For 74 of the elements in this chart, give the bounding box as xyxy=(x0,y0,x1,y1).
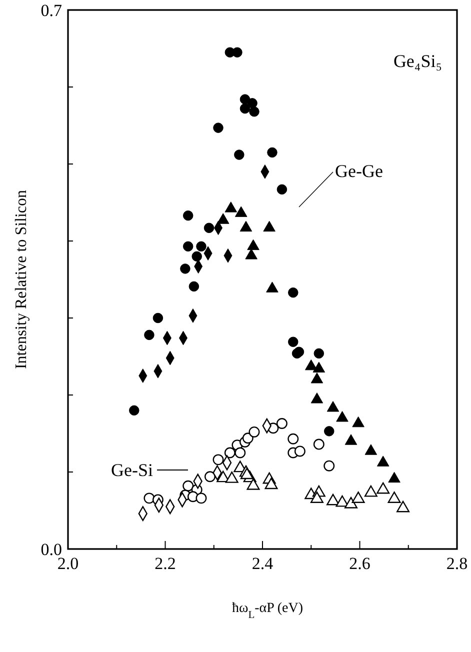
point xyxy=(288,433,299,444)
point xyxy=(213,122,224,133)
point xyxy=(376,456,390,466)
point xyxy=(192,251,202,262)
x-axis-title: ħω$_{L}$-αP (eV) xyxy=(232,601,304,620)
y-tick-label: 0.7 xyxy=(40,0,62,20)
point xyxy=(224,447,236,458)
point xyxy=(344,496,358,508)
point xyxy=(276,184,288,195)
point xyxy=(144,330,154,340)
point xyxy=(310,372,324,384)
point xyxy=(180,264,190,274)
point xyxy=(310,492,324,503)
point xyxy=(204,222,214,234)
x-tick-label: 2.2 xyxy=(154,554,176,573)
point xyxy=(196,241,206,252)
point xyxy=(204,471,216,482)
point xyxy=(234,150,244,160)
point xyxy=(352,492,365,503)
point xyxy=(288,287,298,298)
point xyxy=(313,438,324,450)
point xyxy=(152,312,164,324)
point xyxy=(245,248,258,260)
x-tick-label: 2.4 xyxy=(252,554,274,573)
point xyxy=(352,416,364,428)
point xyxy=(314,348,324,359)
point xyxy=(234,447,246,458)
point xyxy=(264,478,278,490)
point xyxy=(249,106,260,117)
point xyxy=(248,426,260,438)
point xyxy=(196,492,207,504)
point xyxy=(225,472,238,483)
annotation: Ge-Si xyxy=(111,460,153,480)
point xyxy=(267,147,278,158)
point xyxy=(247,239,260,250)
point xyxy=(388,472,400,483)
point xyxy=(266,282,278,292)
point xyxy=(246,478,260,490)
y-axis-title: Intensity Relative to Silicon xyxy=(13,190,30,370)
point xyxy=(212,454,224,466)
point xyxy=(326,401,340,412)
point xyxy=(324,426,334,436)
point xyxy=(240,103,250,114)
point xyxy=(240,468,254,480)
point xyxy=(182,210,194,221)
annotation: Ge₄Si₅ xyxy=(393,51,442,71)
point xyxy=(242,432,254,444)
point xyxy=(324,460,335,472)
point xyxy=(336,495,349,507)
point xyxy=(326,494,340,506)
point xyxy=(396,500,410,512)
point xyxy=(263,220,276,232)
point xyxy=(232,47,242,58)
point xyxy=(240,220,252,232)
point xyxy=(336,411,348,422)
point xyxy=(364,485,378,497)
x-tick-label: 2.8 xyxy=(446,554,468,573)
point xyxy=(364,444,378,455)
point xyxy=(182,241,194,252)
point xyxy=(344,434,358,445)
point xyxy=(376,482,390,494)
point xyxy=(310,392,324,404)
point xyxy=(288,336,298,347)
point xyxy=(304,359,318,370)
point xyxy=(182,480,194,492)
point xyxy=(128,405,140,416)
point xyxy=(144,492,155,504)
point xyxy=(276,418,288,429)
point xyxy=(294,446,306,457)
x-tick-label: 2.6 xyxy=(349,554,370,573)
point xyxy=(388,492,401,503)
point xyxy=(312,362,326,372)
point xyxy=(188,281,200,292)
annotation: Ge-Ge xyxy=(335,161,383,181)
